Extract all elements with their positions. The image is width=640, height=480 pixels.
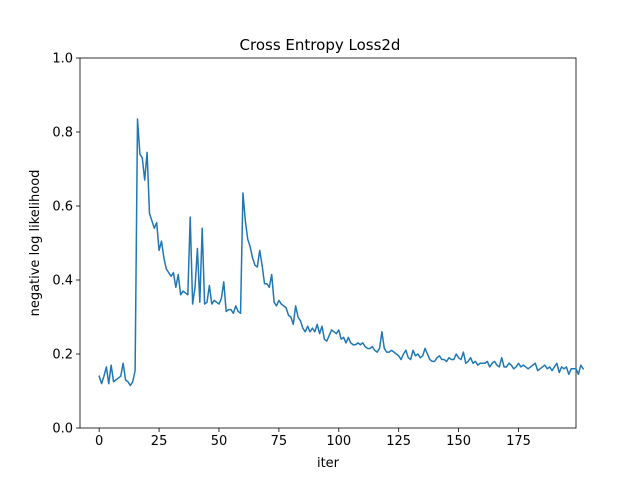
x-axis: 0 25 50 75 100 125 150 175: [95, 428, 531, 449]
chart-title: Cross Entropy Loss2d: [240, 36, 401, 54]
x-tick-label: 125: [386, 434, 411, 449]
x-tick-label: 175: [506, 434, 531, 449]
series-line: [98, 118, 585, 387]
x-tick-label: 100: [326, 434, 351, 449]
x-tick-label: 25: [151, 434, 168, 449]
y-tick-label: 0.8: [52, 126, 73, 141]
y-tick-label: 0.6: [52, 200, 73, 215]
y-tick-label: 0.2: [52, 348, 73, 363]
y-axis: 0.0 0.2 0.4 0.6 0.8 1.0: [52, 52, 80, 437]
y-tick-label: 0.4: [52, 274, 73, 289]
x-tick-label: 75: [271, 434, 288, 449]
plot-frame: [79, 57, 577, 429]
x-axis-label: iter: [317, 456, 340, 471]
y-tick-label: 0.0: [52, 422, 73, 437]
x-tick-label: 0: [95, 434, 103, 449]
x-tick-label: 50: [211, 434, 228, 449]
y-tick-label: 1.0: [52, 52, 73, 67]
x-tick-label: 150: [446, 434, 471, 449]
y-axis-label: negative log likelihood: [28, 170, 43, 317]
